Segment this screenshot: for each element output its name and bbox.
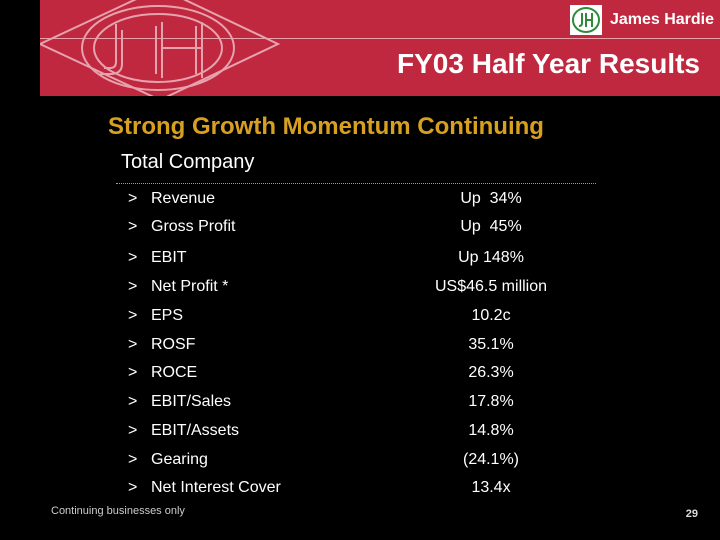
- header-banner: James Hardie FY03 Half Year Results: [40, 0, 720, 96]
- metric-value-text: (24.1%): [462, 451, 520, 468]
- metric-label: Net Interest Cover: [151, 479, 281, 496]
- bullet-arrow: >: [128, 278, 138, 295]
- metric-row: > ROSF 35.1%: [128, 336, 588, 356]
- metric-label: Gearing: [151, 451, 208, 468]
- section-title: Total Company: [121, 151, 255, 173]
- metric-row: > Revenue Up 34%: [128, 190, 588, 210]
- bullet-arrow: >: [128, 479, 138, 496]
- metric-label: ROCE: [151, 364, 198, 381]
- banner-divider-line: [40, 38, 720, 39]
- metric-value-text: Up 148%: [458, 249, 524, 266]
- metric-label: ROSF: [151, 336, 196, 353]
- metric-value-text: Up 45%: [460, 218, 522, 235]
- bullet-arrow: >: [128, 336, 138, 353]
- section-divider: [116, 183, 596, 184]
- metric-row: > EBIT Up 148%: [128, 249, 588, 269]
- bullet-arrow: >: [128, 249, 138, 266]
- metric-value-text: 13.4x: [471, 479, 511, 496]
- jh-logo-icon: [569, 5, 602, 35]
- subtitle: Strong Growth Momentum Continuing: [108, 113, 544, 140]
- metric-row: > EBIT/Assets 14.8%: [128, 422, 588, 442]
- footnote: Continuing businesses only: [51, 505, 185, 517]
- metric-label: Net Profit *: [151, 278, 229, 295]
- metric-label: EBIT: [151, 249, 187, 266]
- metric-row: > Gearing (24.1%): [128, 451, 588, 471]
- metric-label: Gross Profit: [151, 218, 236, 235]
- jh-logo-watermark-icon: [40, 0, 280, 96]
- metric-value-text: 35.1%: [468, 336, 514, 353]
- metric-label: Revenue: [151, 190, 216, 207]
- bullet-arrow: >: [128, 393, 138, 410]
- metric-row: > Net Interest Cover 13.4x: [128, 479, 588, 499]
- page-number: 29: [685, 508, 698, 520]
- metric-row: > Net Profit * US$46.5 million: [128, 278, 588, 298]
- bullet-arrow: >: [128, 218, 138, 235]
- metric-value-text: Up 34%: [460, 190, 522, 207]
- bullet-arrow: >: [128, 364, 138, 381]
- metric-label: EBIT/Assets: [151, 422, 240, 439]
- metric-value-text: 17.8%: [468, 393, 514, 410]
- bullet-arrow: >: [128, 422, 138, 439]
- brand: James Hardie: [569, 5, 714, 35]
- metric-value-text: 14.8%: [468, 422, 514, 439]
- metric-row: > EBIT/Sales 17.8%: [128, 393, 588, 413]
- bullet-arrow: >: [128, 307, 138, 324]
- metric-value-text: 10.2c: [471, 307, 511, 324]
- metric-value-text: 26.3%: [468, 364, 514, 381]
- metric-row: > Gross Profit Up 45%: [128, 218, 588, 238]
- metric-value-text: US$46.5 million: [434, 278, 548, 295]
- metric-label: EBIT/Sales: [151, 393, 232, 410]
- metric-row: > EPS 10.2c: [128, 307, 588, 327]
- page-title: FY03 Half Year Results: [397, 48, 700, 79]
- metric-row: > ROCE 26.3%: [128, 364, 588, 384]
- brand-name: James Hardie: [609, 11, 714, 28]
- bullet-arrow: >: [128, 190, 138, 207]
- bullet-arrow: >: [128, 451, 138, 468]
- metric-label: EPS: [151, 307, 184, 324]
